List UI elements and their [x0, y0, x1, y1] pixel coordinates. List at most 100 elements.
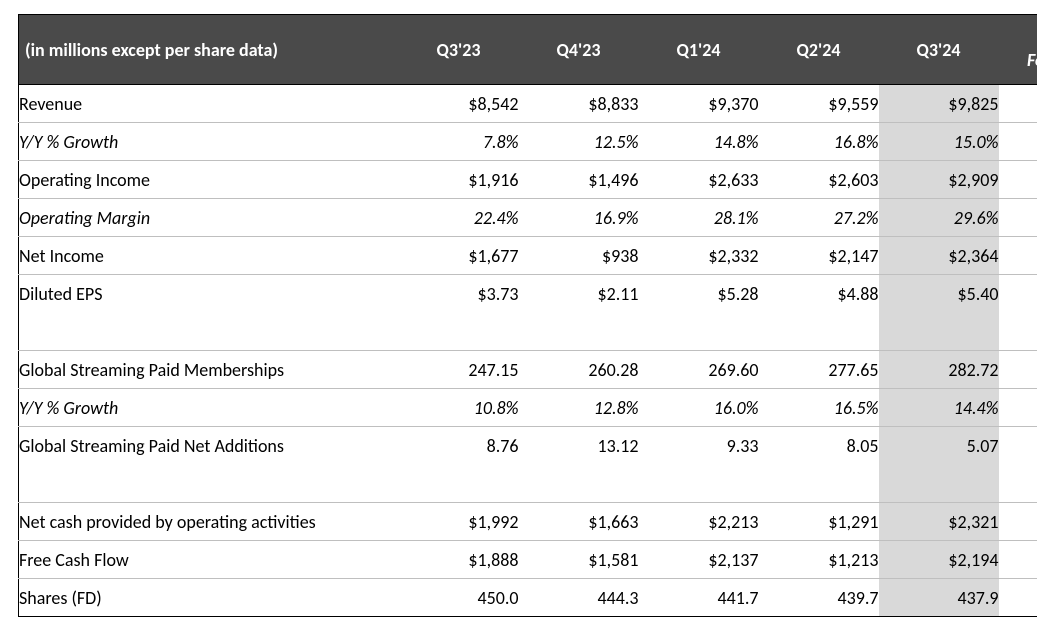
financial-table: (in millions except per share data) Q3'2…: [18, 14, 1037, 617]
row-label: Free Cash Flow: [19, 541, 399, 579]
spacer-row: [19, 313, 1037, 351]
cell-value: $1,888: [399, 541, 519, 579]
row-label: Operating Margin: [19, 199, 399, 237]
cell-value: $5.28: [639, 275, 759, 313]
cell-value: 16.9%: [519, 199, 639, 237]
cell-value: $1,992: [399, 503, 519, 541]
table-row: Operating Income$1,916$1,496$2,633$2,603…: [19, 161, 1037, 199]
cell-value: $2,321: [879, 503, 999, 541]
header-col-3: Q2'24: [759, 15, 879, 85]
cell-value: $2,603: [759, 161, 879, 199]
cell-value: 444.3: [519, 579, 639, 617]
cell-value: $2,194: [879, 541, 999, 579]
spacer-cell: [19, 313, 399, 351]
cell-value: [999, 389, 1037, 427]
cell-value: $1,213: [759, 541, 879, 579]
header-label: (in millions except per share data): [19, 15, 399, 85]
cell-value: 9.33: [639, 427, 759, 465]
table-row: Global Streaming Paid Memberships247.152…: [19, 351, 1037, 389]
table-row: Free Cash Flow$1,888$1,581$2,137$1,213$2…: [19, 541, 1037, 579]
cell-value: 441.7: [639, 579, 759, 617]
cell-value: $4.23: [999, 275, 1037, 313]
cell-value: 277.65: [759, 351, 879, 389]
cell-value: $1,847: [999, 237, 1037, 275]
cell-value: 10.8%: [399, 389, 519, 427]
cell-value: $8,833: [519, 85, 639, 123]
table-row: Net Income$1,677$938$2,332$2,147$2,364$1…: [19, 237, 1037, 275]
cell-value: 16.8%: [759, 123, 879, 161]
cell-value: $3.73: [399, 275, 519, 313]
cell-value: $2,332: [639, 237, 759, 275]
spacer-cell: [519, 313, 639, 351]
cell-value: 21.6%: [999, 199, 1037, 237]
spacer-row: [19, 465, 1037, 503]
cell-value: 14.8%: [639, 123, 759, 161]
row-label: Net cash provided by operating activitie…: [19, 503, 399, 541]
cell-value: 16.5%: [759, 389, 879, 427]
cell-value: 22.4%: [399, 199, 519, 237]
cell-value: 28.1%: [639, 199, 759, 237]
cell-value: $2.11: [519, 275, 639, 313]
table-row: Net cash provided by operating activitie…: [19, 503, 1037, 541]
spacer-cell: [399, 313, 519, 351]
row-label: Global Streaming Paid Net Additions: [19, 427, 399, 465]
row-label: Diluted EPS: [19, 275, 399, 313]
cell-value: $4.88: [759, 275, 879, 313]
cell-value: $1,677: [399, 237, 519, 275]
cell-value: $1,496: [519, 161, 639, 199]
header-col-forecast: Q4'24 Forecast: [999, 15, 1037, 85]
cell-value: [999, 427, 1037, 465]
spacer-cell: [879, 313, 999, 351]
cell-value: 437.9: [879, 579, 999, 617]
spacer-cell: [639, 465, 759, 503]
cell-value: 14.7%: [999, 123, 1037, 161]
cell-value: 12.5%: [519, 123, 639, 161]
spacer-cell: [879, 465, 999, 503]
cell-value: 16.0%: [639, 389, 759, 427]
row-label: Y/Y % Growth: [19, 389, 399, 427]
header-col-2: Q1'24: [639, 15, 759, 85]
spacer-cell: [639, 313, 759, 351]
table-row: Y/Y % Growth7.8%12.5%14.8%16.8%15.0%14.7…: [19, 123, 1037, 161]
cell-value: $1,663: [519, 503, 639, 541]
cell-value: 8.76: [399, 427, 519, 465]
table-row: Global Streaming Paid Net Additions8.761…: [19, 427, 1037, 465]
table-row: Y/Y % Growth10.8%12.8%16.0%16.5%14.4%: [19, 389, 1037, 427]
table-body: Revenue$8,542$8,833$9,370$9,559$9,825$10…: [19, 85, 1037, 617]
cell-value: $2,364: [879, 237, 999, 275]
spacer-cell: [999, 465, 1037, 503]
forecast-line2: Forecast: [1027, 49, 1037, 71]
cell-value: $8,542: [399, 85, 519, 123]
cell-value: $2,137: [639, 541, 759, 579]
cell-value: 439.7: [759, 579, 879, 617]
cell-value: 5.07: [879, 427, 999, 465]
cell-value: $2,909: [879, 161, 999, 199]
table-row: Diluted EPS$3.73$2.11$5.28$4.88$5.40$4.2…: [19, 275, 1037, 313]
spacer-cell: [19, 465, 399, 503]
cell-value: 260.28: [519, 351, 639, 389]
cell-value: 27.2%: [759, 199, 879, 237]
cell-value: [999, 579, 1037, 617]
row-label: Operating Income: [19, 161, 399, 199]
cell-value: 7.8%: [399, 123, 519, 161]
cell-value: $938: [519, 237, 639, 275]
cell-value: $9,825: [879, 85, 999, 123]
cell-value: 15.0%: [879, 123, 999, 161]
cell-value: 247.15: [399, 351, 519, 389]
table-header: (in millions except per share data) Q3'2…: [19, 15, 1037, 85]
spacer-cell: [399, 465, 519, 503]
row-label: Shares (FD): [19, 579, 399, 617]
cell-value: [999, 351, 1037, 389]
cell-value: $2,190: [999, 161, 1037, 199]
cell-value: 8.05: [759, 427, 879, 465]
cell-value: $2,213: [639, 503, 759, 541]
cell-value: $1,916: [399, 161, 519, 199]
cell-value: 450.0: [399, 579, 519, 617]
cell-value: 29.6%: [879, 199, 999, 237]
header-col-4: Q3'24: [879, 15, 999, 85]
table-row: Operating Margin22.4%16.9%28.1%27.2%29.6…: [19, 199, 1037, 237]
table-row: Revenue$8,542$8,833$9,370$9,559$9,825$10…: [19, 85, 1037, 123]
cell-value: 12.8%: [519, 389, 639, 427]
cell-value: $9,559: [759, 85, 879, 123]
cell-value: $2,633: [639, 161, 759, 199]
